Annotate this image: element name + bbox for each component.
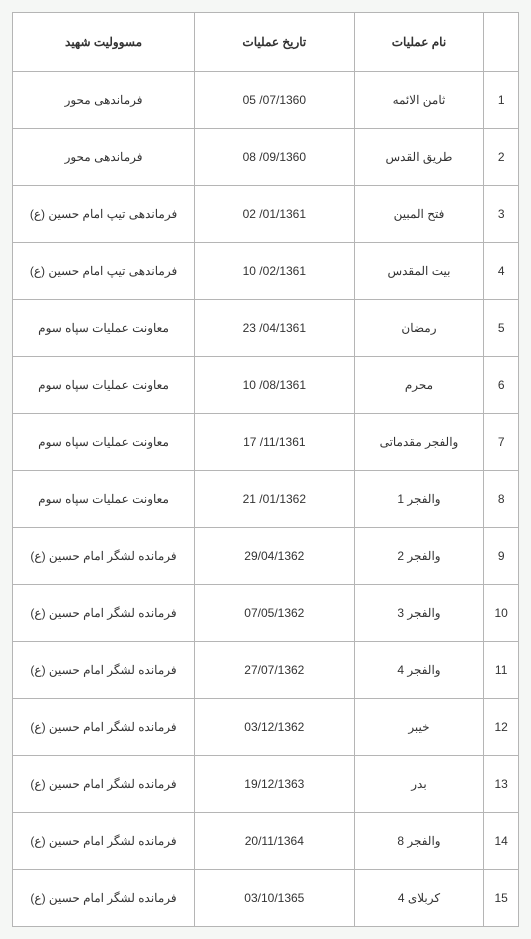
cell-resp: فرمانده لشگر امام حسین (ع) [13,756,195,813]
table-row: 8والفجر 101/1362/ 21معاونت عملیات سپاه س… [13,471,519,528]
cell-idx: 4 [484,243,519,300]
table-row: 5رمضان04/1361/ 23معاونت عملیات سپاه سوم [13,300,519,357]
cell-idx: 14 [484,813,519,870]
cell-name: محرم [354,357,484,414]
cell-date: 20/11/1364 [195,813,355,870]
cell-name: والفجر مقدماتی [354,414,484,471]
cell-idx: 13 [484,756,519,813]
cell-idx: 2 [484,129,519,186]
cell-name: والفجر 8 [354,813,484,870]
cell-idx: 1 [484,72,519,129]
cell-name: طریق القدس [354,129,484,186]
cell-date: 09/1360/ 08 [195,129,355,186]
table-row: 11والفجر 427/07/1362فرمانده لشگر امام حس… [13,642,519,699]
cell-name: ثامن الائمه [354,72,484,129]
cell-name: والفجر 3 [354,585,484,642]
table-row: 1ثامن الائمه07/1360/ 05فرماندهی محور [13,72,519,129]
table-row: 12خیبر03/12/1362فرمانده لشگر امام حسین (… [13,699,519,756]
cell-name: خیبر [354,699,484,756]
cell-idx: 7 [484,414,519,471]
cell-idx: 8 [484,471,519,528]
cell-resp: معاونت عملیات سپاه سوم [13,357,195,414]
cell-name: والفجر 4 [354,642,484,699]
cell-date: 08/1361/ 10 [195,357,355,414]
cell-resp: فرمانده لشگر امام حسین (ع) [13,813,195,870]
cell-date: 19/12/1363 [195,756,355,813]
cell-resp: فرمانده لشگر امام حسین (ع) [13,870,195,927]
cell-resp: فرماندهی محور [13,72,195,129]
cell-resp: فرماندهی تیپ امام حسین (ع) [13,243,195,300]
cell-date: 07/1360/ 05 [195,72,355,129]
cell-date: 27/07/1362 [195,642,355,699]
cell-resp: فرماندهی تیپ امام حسین (ع) [13,186,195,243]
table-body: 1ثامن الائمه07/1360/ 05فرماندهی محور2طری… [13,72,519,927]
operations-table: نام عملیات تاریخ عملیات مسوولیت شهید 1ثا… [12,12,519,927]
cell-idx: 12 [484,699,519,756]
table-row: 2طریق القدس09/1360/ 08فرماندهی محور [13,129,519,186]
cell-name: بیت المقدس [354,243,484,300]
cell-resp: فرماندهی محور [13,129,195,186]
cell-idx: 11 [484,642,519,699]
cell-name: والفجر 1 [354,471,484,528]
cell-name: والفجر 2 [354,528,484,585]
cell-name: فتح المبین [354,186,484,243]
cell-date: 03/10/1365 [195,870,355,927]
table-row: 15کربلای 403/10/1365فرمانده لشگر امام حس… [13,870,519,927]
header-date: تاریخ عملیات [195,13,355,72]
cell-name: کربلای 4 [354,870,484,927]
cell-date: 29/04/1362 [195,528,355,585]
cell-date: 03/12/1362 [195,699,355,756]
cell-resp: فرمانده لشگر امام حسین (ع) [13,642,195,699]
cell-resp: معاونت عملیات سپاه سوم [13,300,195,357]
cell-idx: 9 [484,528,519,585]
table-row: 14والفجر 820/11/1364فرمانده لشگر امام حس… [13,813,519,870]
table-row: 3فتح المبین01/1361/ 02فرماندهی تیپ امام … [13,186,519,243]
cell-resp: فرمانده لشگر امام حسین (ع) [13,699,195,756]
table-row: 4بیت المقدس02/1361/ 10فرماندهی تیپ امام … [13,243,519,300]
cell-idx: 10 [484,585,519,642]
cell-date: 07/05/1362 [195,585,355,642]
cell-idx: 5 [484,300,519,357]
table-row: 13بدر19/12/1363فرمانده لشگر امام حسین (ع… [13,756,519,813]
header-resp: مسوولیت شهید [13,13,195,72]
cell-name: بدر [354,756,484,813]
cell-resp: فرمانده لشگر امام حسین (ع) [13,585,195,642]
cell-date: 04/1361/ 23 [195,300,355,357]
cell-resp: معاونت عملیات سپاه سوم [13,414,195,471]
header-idx [484,13,519,72]
cell-idx: 15 [484,870,519,927]
cell-idx: 6 [484,357,519,414]
cell-resp: معاونت عملیات سپاه سوم [13,471,195,528]
table-row: 10والفجر 307/05/1362فرمانده لشگر امام حس… [13,585,519,642]
cell-name: رمضان [354,300,484,357]
cell-idx: 3 [484,186,519,243]
header-name: نام عملیات [354,13,484,72]
cell-date: 01/1362/ 21 [195,471,355,528]
header-row: نام عملیات تاریخ عملیات مسوولیت شهید [13,13,519,72]
cell-date: 01/1361/ 02 [195,186,355,243]
table-row: 9والفجر 229/04/1362فرمانده لشگر امام حسی… [13,528,519,585]
cell-resp: فرمانده لشگر امام حسین (ع) [13,528,195,585]
cell-date: 02/1361/ 10 [195,243,355,300]
table-row: 6محرم08/1361/ 10معاونت عملیات سپاه سوم [13,357,519,414]
cell-date: 11/1361/ 17 [195,414,355,471]
table-row: 7والفجر مقدماتی11/1361/ 17معاونت عملیات … [13,414,519,471]
